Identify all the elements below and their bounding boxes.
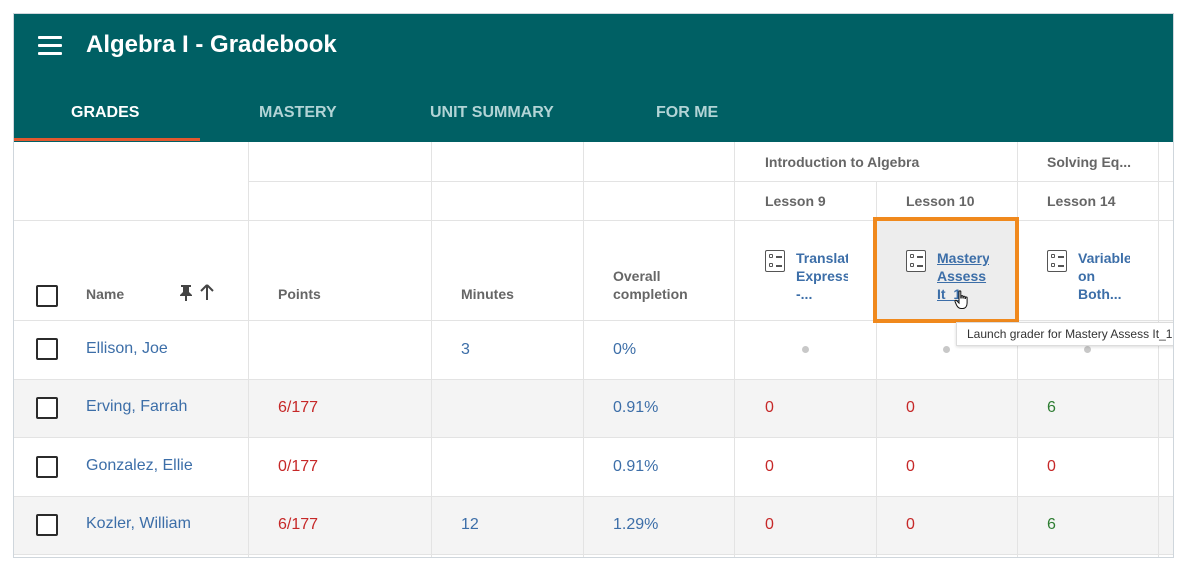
overall-cell: 0.91% (613, 458, 659, 475)
row-checkbox[interactable] (36, 338, 58, 360)
score-cell[interactable]: 0 (906, 516, 915, 533)
lesson-header: Lesson 9 (765, 193, 826, 209)
not-started-dot (802, 346, 809, 353)
assessment-title-line: -... (796, 286, 813, 302)
hovered-header-cell (876, 220, 1016, 320)
row-divider (14, 554, 1173, 555)
score-cell[interactable]: 0 (906, 399, 915, 416)
assessment-title-line: on (1078, 268, 1096, 284)
assessment-icon (906, 250, 926, 272)
tooltip: Launch grader for Mastery Assess It_1 (956, 322, 1173, 346)
tab-unit-summary[interactable]: UNIT SUMMARY (430, 104, 554, 121)
lesson-header: Lesson 14 (1047, 193, 1116, 209)
score-cell[interactable]: 0 (1047, 458, 1056, 475)
minutes-cell[interactable]: 12 (461, 516, 479, 533)
tab-mastery[interactable]: MASTERY (259, 104, 337, 121)
score-cell[interactable]: 0 (765, 458, 774, 475)
row-background (14, 496, 1173, 554)
sort-ascending-icon[interactable] (199, 283, 215, 301)
unit-header-intro-to-algebra: Introduction to Algebra (765, 154, 920, 170)
gradebook-table: Introduction to Algebra Solving Eq... Le… (14, 142, 1173, 557)
column-divider (248, 142, 249, 557)
not-started-dot (1084, 346, 1091, 353)
row-divider (14, 320, 1173, 321)
assessment-title-line: Variable (1078, 250, 1130, 266)
assessment-icon (765, 250, 785, 272)
column-divider (583, 142, 584, 557)
row-checkbox[interactable] (36, 456, 58, 478)
row-checkbox[interactable] (36, 397, 58, 419)
page-title: Algebra I - Gradebook (86, 31, 337, 58)
overall-completion-header-line2[interactable]: completion (613, 286, 688, 302)
pin-icon[interactable] (178, 283, 194, 301)
tab-grades[interactable]: GRADES (71, 104, 140, 121)
score-cell[interactable]: 6 (1047, 399, 1056, 416)
points-column-header[interactable]: Points (278, 286, 321, 302)
minutes-cell[interactable]: 3 (461, 341, 470, 358)
not-started-dot (943, 346, 950, 353)
column-divider (1158, 142, 1159, 557)
student-name[interactable]: Kozler, William (86, 515, 191, 532)
assessment-title-line: Assess (937, 268, 987, 284)
overall-cell: 0% (613, 341, 637, 358)
column-divider (1017, 142, 1018, 557)
row-divider (248, 181, 1173, 182)
column-divider (734, 142, 735, 557)
name-column-header[interactable]: Name (86, 286, 125, 302)
column-divider (431, 142, 432, 557)
points-cell: 6/177 (278, 399, 319, 416)
assessment-title-line: Translat (796, 250, 848, 266)
hand-pointer-cursor-icon (954, 290, 968, 309)
overall-completion-header-line1[interactable]: Overall (613, 268, 661, 284)
unit-header-solving-equations: Solving Eq... (1047, 154, 1132, 170)
points-cell: 0/177 (278, 458, 319, 475)
minutes-column-header[interactable]: Minutes (461, 286, 514, 302)
student-name[interactable]: Gonzalez, Ellie (86, 457, 193, 474)
assessment-link-mastery-assess[interactable]: Mastery Assess It_1 (937, 249, 989, 303)
assessment-title-line: Mastery (937, 250, 989, 266)
gradebook-app: Algebra I - Gradebook GRADES MASTERY UNI… (13, 13, 1174, 558)
overall-cell: 0.91% (613, 399, 659, 416)
assessment-title-line: It_1 (937, 286, 962, 302)
hamburger-menu-icon[interactable] (38, 36, 64, 56)
row-checkbox[interactable] (36, 514, 58, 536)
assessment-link-translate[interactable]: Translat Express -... (796, 249, 848, 303)
score-cell[interactable]: 0 (906, 458, 915, 475)
row-divider (14, 496, 1173, 497)
assessment-link-variables[interactable]: Variable on Both... (1078, 249, 1130, 303)
assessment-title-line: Express (796, 268, 848, 284)
score-cell[interactable]: 0 (765, 516, 774, 533)
assessment-title-line: Both... (1078, 286, 1122, 302)
row-divider (14, 437, 1173, 438)
lesson-header: Lesson 10 (906, 193, 975, 209)
student-name[interactable]: Ellison, Joe (86, 340, 168, 357)
points-cell: 6/177 (278, 516, 319, 533)
highlight-annotation (873, 217, 1019, 323)
score-cell[interactable]: 6 (1047, 516, 1056, 533)
assessment-icon (1047, 250, 1067, 272)
row-divider (14, 379, 1173, 380)
active-tab-indicator (14, 138, 200, 141)
overall-cell: 1.29% (613, 516, 659, 533)
app-header: Algebra I - Gradebook GRADES MASTERY UNI… (14, 14, 1173, 142)
score-cell[interactable]: 0 (765, 399, 774, 416)
row-divider (14, 220, 1173, 221)
select-all-checkbox[interactable] (36, 285, 58, 307)
column-divider (876, 181, 877, 557)
row-background (14, 379, 1173, 437)
tab-for-me[interactable]: FOR ME (656, 104, 719, 121)
student-name[interactable]: Erving, Farrah (86, 398, 188, 415)
